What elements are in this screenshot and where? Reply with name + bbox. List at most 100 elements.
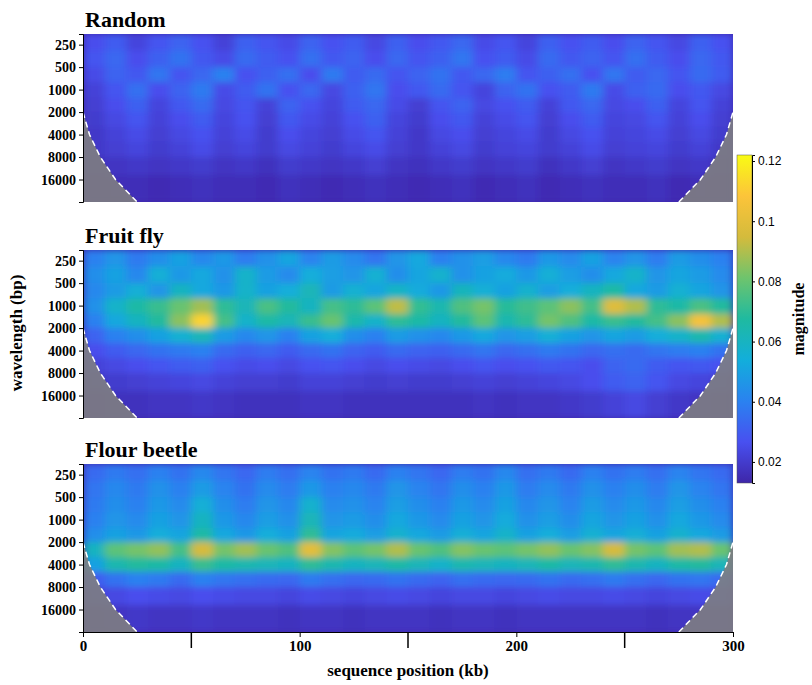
axis-line	[753, 156, 756, 484]
cone-of-influence	[83, 542, 733, 632]
cell	[213, 51, 235, 68]
cell	[300, 497, 322, 513]
cell	[495, 557, 517, 572]
tick-mark	[79, 542, 83, 543]
cell	[408, 497, 430, 513]
tick: 1000	[48, 513, 83, 528]
cell	[321, 328, 343, 344]
tick: 300	[722, 632, 745, 654]
cell	[256, 250, 278, 267]
cell	[126, 142, 148, 158]
cell	[213, 142, 235, 158]
cell	[321, 587, 343, 606]
cell	[126, 542, 148, 558]
cell	[408, 34, 430, 51]
cell	[408, 557, 430, 572]
cell	[625, 283, 647, 299]
tick-mark	[300, 632, 301, 637]
cell	[560, 512, 582, 528]
cell	[690, 127, 712, 142]
cell	[430, 542, 452, 558]
y-axis: 250500100020004000800016000	[41, 465, 84, 633]
cell	[625, 497, 647, 513]
cell	[581, 314, 603, 329]
cell	[343, 391, 365, 418]
cell	[191, 51, 213, 68]
cell	[126, 497, 148, 513]
cell	[473, 157, 495, 176]
cell	[473, 142, 495, 158]
cell	[170, 298, 192, 314]
cell	[256, 298, 278, 314]
cell	[473, 82, 495, 98]
cell	[646, 267, 668, 284]
cell	[386, 605, 408, 632]
cell	[126, 358, 148, 374]
cell	[321, 175, 343, 202]
cell	[473, 250, 495, 267]
cell	[451, 481, 473, 498]
cell	[126, 250, 148, 267]
cell	[105, 250, 127, 267]
cell	[126, 512, 148, 528]
cell	[365, 328, 387, 344]
cell	[235, 587, 257, 606]
cell	[278, 497, 300, 513]
cell	[581, 298, 603, 314]
cell	[321, 51, 343, 68]
cell	[343, 250, 365, 267]
cell	[386, 358, 408, 374]
cell	[451, 267, 473, 284]
cell	[451, 373, 473, 392]
cell	[473, 587, 495, 606]
cell	[473, 175, 495, 202]
cell	[170, 67, 192, 83]
cell	[191, 358, 213, 374]
cell	[83, 464, 105, 481]
cell	[300, 98, 322, 113]
cell	[668, 34, 690, 51]
cell	[430, 51, 452, 68]
cell	[365, 298, 387, 314]
cell	[343, 267, 365, 284]
cell	[256, 542, 278, 558]
cell	[451, 142, 473, 158]
tick-label: 8000	[48, 150, 76, 165]
cell	[560, 497, 582, 513]
tick: 16000	[41, 603, 83, 618]
cell	[256, 283, 278, 299]
cell	[278, 464, 300, 481]
cell	[516, 67, 538, 83]
cell	[495, 127, 517, 142]
cell	[343, 528, 365, 543]
cell	[126, 481, 148, 498]
cell	[386, 98, 408, 113]
cell	[430, 572, 452, 588]
cell	[538, 314, 560, 329]
tick-label: 4000	[48, 344, 76, 359]
cell	[473, 98, 495, 113]
cell	[538, 587, 560, 606]
cell	[560, 343, 582, 358]
cell	[711, 512, 733, 528]
cell	[300, 464, 322, 481]
cell	[430, 67, 452, 83]
cell	[516, 298, 538, 314]
cell	[538, 82, 560, 98]
cell	[495, 112, 517, 128]
cell	[386, 373, 408, 392]
cell	[430, 283, 452, 299]
y-axis: 250500100020004000800016000	[41, 35, 84, 203]
cell	[365, 528, 387, 543]
tick: 16000	[41, 389, 83, 404]
cell	[451, 127, 473, 142]
cell	[170, 112, 192, 128]
cell	[711, 51, 733, 68]
cell	[668, 267, 690, 284]
cell	[278, 587, 300, 606]
cell	[538, 157, 560, 176]
cell	[105, 112, 127, 128]
cell	[321, 112, 343, 128]
cell	[126, 572, 148, 588]
cell	[170, 127, 192, 142]
